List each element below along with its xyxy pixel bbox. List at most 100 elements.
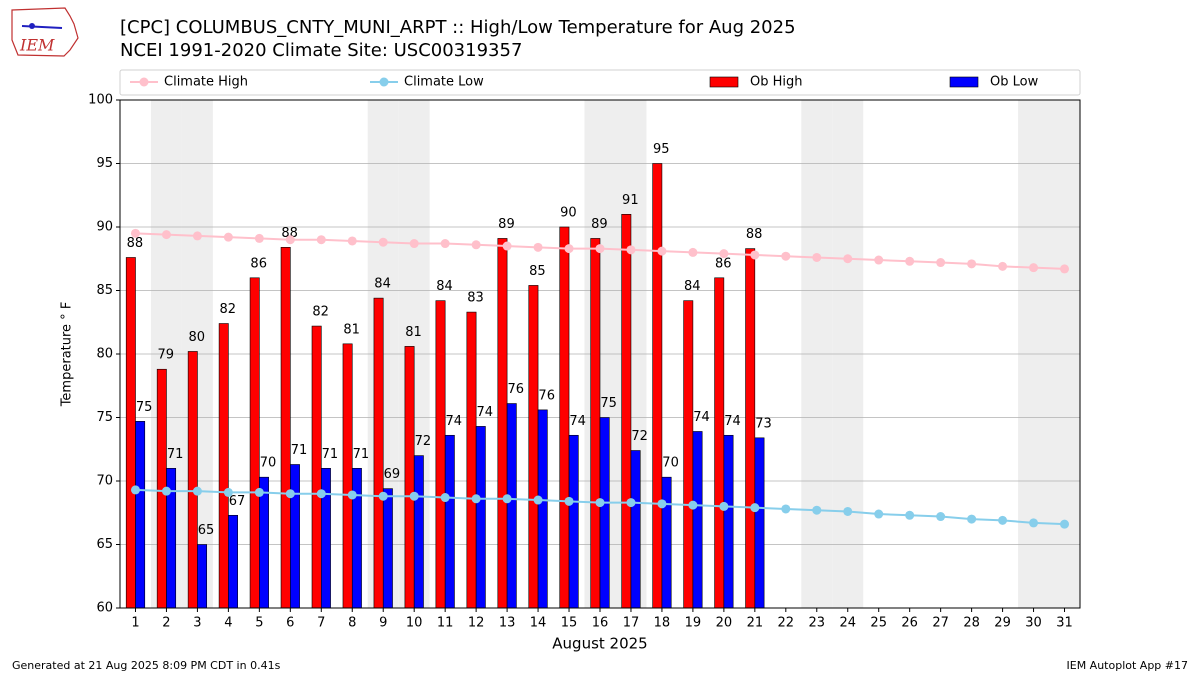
- series-point: [130, 485, 140, 495]
- x-tick-label: 9: [379, 616, 387, 631]
- bar: [630, 450, 641, 609]
- series-point: [812, 505, 822, 515]
- series-point: [750, 503, 760, 513]
- x-tick-label: 3: [193, 616, 201, 631]
- x-tick-label: 16: [592, 616, 609, 631]
- bar: [652, 163, 663, 609]
- bar: [351, 467, 362, 609]
- series-point: [192, 486, 202, 496]
- x-tick-label: 28: [963, 616, 980, 631]
- legend-box: [119, 69, 1081, 96]
- series-point: [409, 239, 419, 249]
- series-point: [316, 489, 326, 499]
- series-point: [781, 251, 791, 261]
- series-point: [347, 490, 357, 500]
- series-point: [874, 255, 884, 265]
- series-point: [533, 242, 543, 252]
- series-point: [967, 514, 977, 524]
- legend-swatch: [949, 76, 979, 88]
- bar: [259, 476, 269, 609]
- data-label: 95: [653, 142, 670, 157]
- series-point: [719, 501, 729, 511]
- series-point: [502, 494, 512, 504]
- legend-marker: [139, 77, 149, 87]
- x-tick-label: 29: [994, 616, 1011, 631]
- x-tick-label: 5: [255, 616, 263, 631]
- data-label: 69: [384, 467, 401, 482]
- logo-outline: [11, 7, 79, 57]
- series-point: [161, 230, 171, 240]
- x-tick-label: 18: [654, 616, 671, 631]
- x-tick-label: 30: [1025, 616, 1042, 631]
- bar: [249, 277, 260, 609]
- data-label: 71: [322, 447, 339, 462]
- data-label: 81: [343, 322, 360, 337]
- series-point: [130, 228, 140, 238]
- series-point: [688, 247, 698, 257]
- data-label: 83: [467, 291, 484, 306]
- x-tick-label: 4: [224, 616, 232, 631]
- x-tick-label: 14: [530, 616, 547, 631]
- series-point: [223, 487, 233, 497]
- x-tick-label: 13: [499, 616, 516, 631]
- x-tick-label: 12: [468, 616, 485, 631]
- data-label: 70: [260, 456, 277, 471]
- bar: [290, 464, 300, 609]
- bar: [435, 300, 446, 609]
- bar: [754, 437, 765, 609]
- data-label: 75: [136, 400, 153, 415]
- series-point: [812, 252, 822, 262]
- series-point: [502, 241, 512, 251]
- data-label: 67: [229, 494, 246, 509]
- series-point: [1029, 518, 1039, 528]
- bar: [342, 343, 353, 609]
- data-label: 88: [127, 236, 144, 251]
- data-label: 74: [477, 405, 494, 420]
- bar: [413, 455, 424, 609]
- series-point: [254, 233, 264, 243]
- data-label: 74: [446, 414, 463, 429]
- x-tick-label: 25: [870, 616, 887, 631]
- data-label: 71: [291, 443, 308, 458]
- series-point: [967, 259, 977, 269]
- data-label: 81: [405, 325, 422, 340]
- bar: [125, 257, 136, 609]
- data-label: 91: [622, 193, 639, 208]
- data-label: 80: [189, 330, 206, 345]
- logo-dot: [29, 23, 35, 29]
- x-tick-label: 31: [1056, 616, 1073, 631]
- series-point: [192, 231, 202, 241]
- bar: [621, 214, 632, 609]
- series-point: [657, 246, 667, 256]
- x-tick-label: 22: [778, 616, 795, 631]
- data-label: 72: [631, 429, 648, 444]
- series-point: [905, 256, 915, 266]
- series-point: [285, 489, 295, 499]
- series-point: [843, 254, 853, 264]
- data-label: 86: [715, 256, 732, 271]
- y-axis-label: Temperature ° F: [60, 302, 75, 408]
- series-point: [378, 491, 388, 501]
- bar: [599, 417, 610, 609]
- x-tick-label: 21: [747, 616, 764, 631]
- series-point: [905, 510, 915, 520]
- y-tick-label: 65: [96, 537, 113, 552]
- series-point: [440, 239, 450, 249]
- y-tick-label: 70: [96, 474, 113, 489]
- legend-label: Ob Low: [990, 75, 1039, 90]
- data-label: 84: [436, 279, 453, 294]
- series-point: [688, 500, 698, 510]
- series-point: [316, 235, 326, 245]
- x-tick-label: 6: [286, 616, 294, 631]
- data-label: 74: [724, 414, 741, 429]
- bar: [444, 434, 455, 609]
- data-label: 76: [507, 382, 524, 397]
- data-label: 89: [498, 217, 515, 232]
- x-tick-label: 23: [809, 616, 826, 631]
- bar: [714, 277, 725, 609]
- series-point: [626, 245, 636, 255]
- data-label: 82: [219, 302, 236, 317]
- series-point: [471, 240, 481, 250]
- series-point: [533, 495, 543, 505]
- series-point: [1060, 264, 1070, 274]
